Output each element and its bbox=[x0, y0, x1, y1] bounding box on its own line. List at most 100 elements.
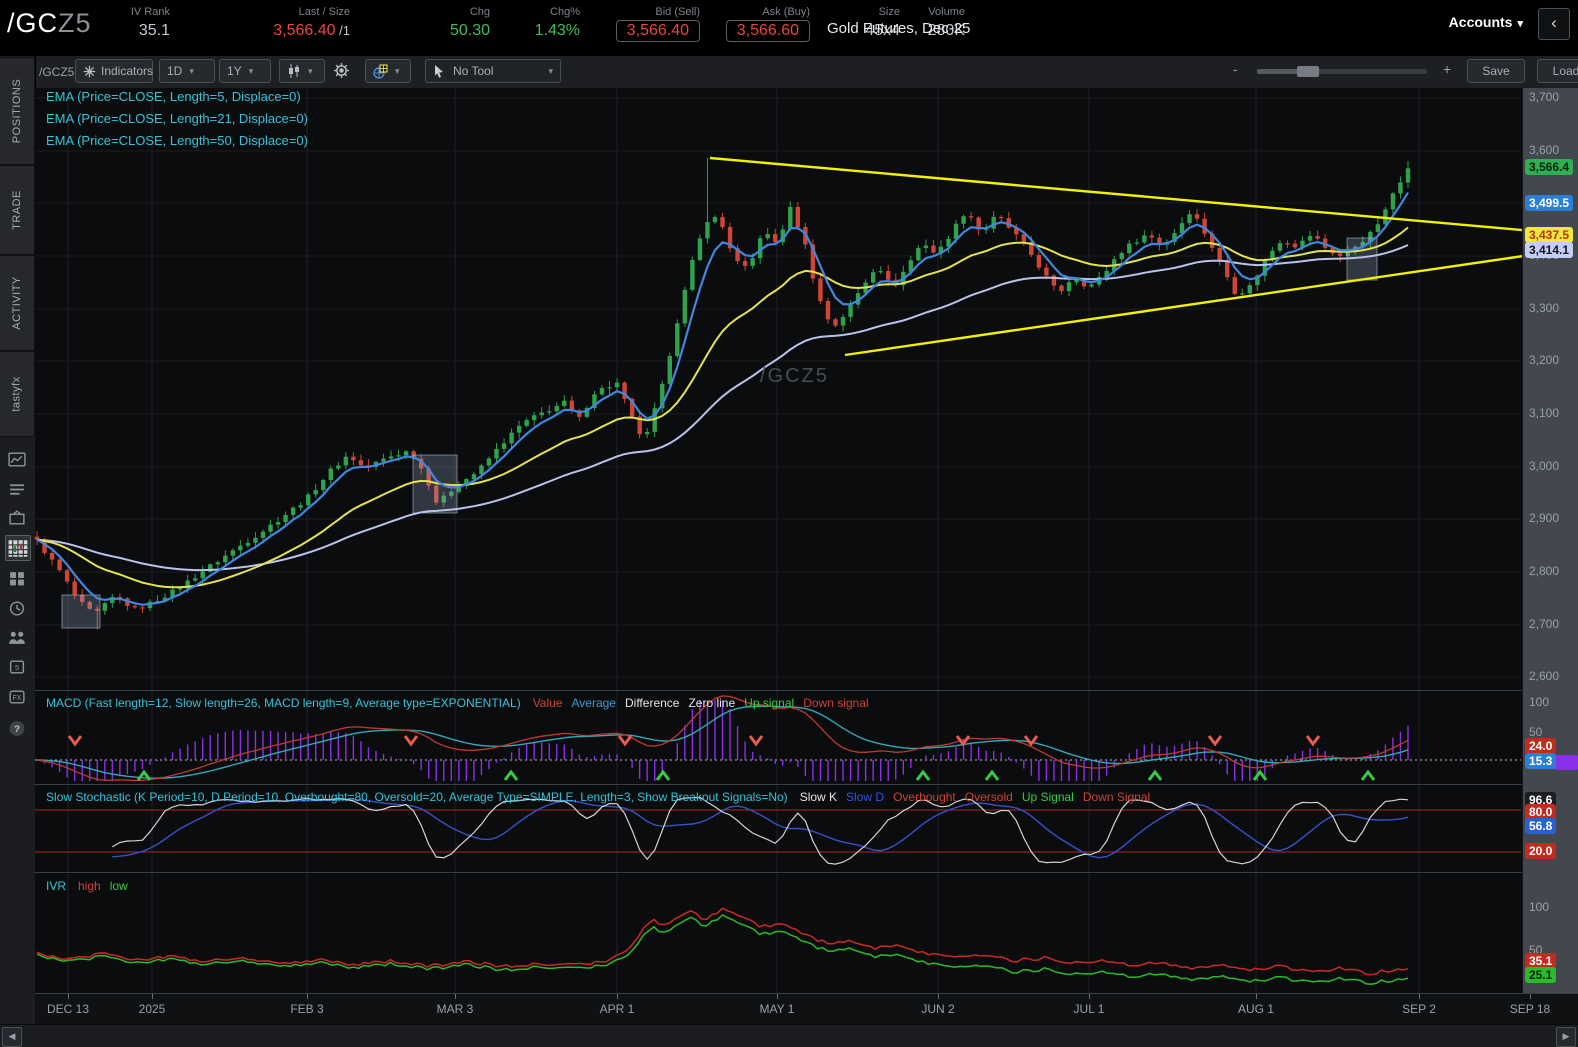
ema-5-line bbox=[36, 192, 1409, 606]
quote-field-ask-buy[interactable]: Ask (Buy) 3,566.60 bbox=[700, 0, 810, 56]
chart-type-dropdown[interactable]: ▾ bbox=[279, 59, 325, 83]
history-icon[interactable] bbox=[5, 596, 29, 620]
macd-up-signal-arrow bbox=[984, 769, 1000, 781]
macd-legend: MACD (Fast length=12, Slow length=26, MA… bbox=[46, 696, 878, 710]
sidebar-tab-positions[interactable]: POSITIONS bbox=[0, 57, 35, 165]
chart-icon[interactable] bbox=[5, 535, 31, 561]
field-label: Chg bbox=[469, 6, 490, 18]
accounts-menu[interactable]: Accounts ▾ bbox=[1448, 14, 1523, 30]
ivr-low-line bbox=[36, 914, 1409, 985]
zoom-slider-fill bbox=[1257, 69, 1303, 74]
price-tick: 2,600 bbox=[1529, 669, 1560, 683]
price-tick: 3,100 bbox=[1529, 406, 1560, 420]
stoch-legend-item: Oversold bbox=[964, 790, 1013, 804]
chevron-down-icon: ▾ bbox=[308, 65, 313, 76]
price-tick: 3,700 bbox=[1529, 90, 1560, 104]
time-tick bbox=[1419, 994, 1420, 999]
macd-up-signal-arrow bbox=[655, 769, 671, 781]
ivr-high-label: 35.1 bbox=[1525, 953, 1557, 969]
scroll-right-button[interactable]: ▶ bbox=[1556, 1027, 1576, 1047]
indicators-button[interactable]: Indicators bbox=[75, 59, 153, 83]
time-axis[interactable]: DEC 13 2025 FEB 3 MAR 3 APR 1 MAY 1 JUN 2 JUL 1… bbox=[35, 993, 1578, 1024]
macd-legend-item: Up signal bbox=[744, 696, 795, 710]
screener-icon[interactable] bbox=[5, 506, 29, 530]
scroll-left-button[interactable]: ◀ bbox=[2, 1027, 22, 1047]
study-label-ema21[interactable]: EMA (Price=CLOSE, Length=21, Displace=0) bbox=[46, 111, 308, 126]
forex-icon[interactable]: FX bbox=[5, 684, 29, 708]
drawing-tool-dropdown[interactable]: No Tool ▾ bbox=[425, 59, 561, 83]
stoch-legend-item: Overbought bbox=[893, 790, 956, 804]
time-label: SEP 18 bbox=[1509, 1002, 1551, 1016]
ivr-tick: 100 bbox=[1529, 900, 1550, 914]
time-tick bbox=[1089, 994, 1090, 999]
price-tick: 2,900 bbox=[1529, 511, 1560, 525]
sidebar-tab-activity[interactable]: ACTIVITY bbox=[0, 255, 35, 351]
collapse-panel-button[interactable]: ‹ bbox=[1538, 8, 1570, 40]
time-label: SEP 2 bbox=[1402, 1002, 1436, 1016]
sidebar-tab-trade[interactable]: TRADE bbox=[0, 165, 35, 255]
stoch-legend-item: Down Signal bbox=[1082, 790, 1151, 804]
layout-grid-dropdown[interactable]: ▾ bbox=[365, 59, 411, 83]
ivr-legend-item: high bbox=[78, 879, 101, 893]
stoch-legend-item: Up Signal bbox=[1021, 790, 1074, 804]
ivr-legend: IVR high low bbox=[46, 879, 137, 893]
price-tick: 3,300 bbox=[1529, 301, 1560, 315]
zoom-slider-handle[interactable] bbox=[1297, 66, 1319, 77]
load-button[interactable]: Load bbox=[1537, 59, 1578, 83]
quote-field-chg: Chg 50.30 bbox=[380, 0, 490, 56]
horizontal-scrollbar[interactable]: ◀ ▶ bbox=[0, 1024, 1578, 1047]
drawing-selection-box bbox=[61, 594, 101, 629]
time-label: APR 1 bbox=[599, 1002, 635, 1016]
timeframe-dropdown[interactable]: 1D ▾ bbox=[159, 59, 215, 83]
chart-settings-button[interactable] bbox=[333, 62, 350, 82]
left-sidebar: POSITIONS TRADE ACTIVITY tastyfx 5 FX? bbox=[0, 56, 36, 1047]
time-label: MAR 3 bbox=[436, 1002, 474, 1016]
chart-watermark: /GCZ5 bbox=[760, 365, 829, 387]
field-value: 280K bbox=[927, 22, 965, 39]
macd-down-signal-arrow bbox=[617, 735, 633, 747]
macd-legend-item: Average bbox=[571, 696, 616, 710]
macd-up-signal-arrow bbox=[1360, 769, 1376, 781]
macd-average-label: 15.3 bbox=[1525, 753, 1557, 769]
time-label: JUL 1 bbox=[1073, 1002, 1105, 1016]
price-tick: 2,800 bbox=[1529, 564, 1560, 578]
time-tick bbox=[617, 994, 618, 999]
macd-tick: 100 bbox=[1529, 695, 1550, 709]
gear-icon bbox=[333, 63, 350, 82]
price-axis[interactable]: 3,7003,6003,5003,4003,3003,2003,1003,000… bbox=[1522, 88, 1578, 993]
quote-field-volume: Volume 280K bbox=[855, 0, 965, 56]
time-label: JUN 2 bbox=[921, 1002, 955, 1016]
dashboard-icon[interactable] bbox=[5, 566, 29, 590]
field-label: Chg% bbox=[550, 6, 580, 18]
chevron-down-icon: ▾ bbox=[248, 65, 254, 76]
follow-traders-icon[interactable] bbox=[5, 625, 29, 649]
quote-header: /GCZ5 IV Rank 35.1 Last / Size 3,566.40 /1 C… bbox=[0, 0, 1578, 56]
field-label: Bid (Sell) bbox=[655, 6, 700, 18]
stoch-legend-item: Slow Stochastic (K Period=10, D Period=1… bbox=[46, 790, 788, 804]
study-label-ema50[interactable]: EMA (Price=CLOSE, Length=50, Displace=0) bbox=[46, 133, 308, 148]
sidebar-tab-tastyfx[interactable]: tastyfx bbox=[0, 351, 35, 437]
price-tick: 2,700 bbox=[1529, 617, 1560, 631]
analysis-window-icon[interactable] bbox=[5, 447, 29, 471]
price-tick: 3,000 bbox=[1529, 459, 1560, 473]
time-tick bbox=[68, 994, 69, 999]
time-tick bbox=[455, 994, 456, 999]
quote-field-size: Size 45x4 bbox=[790, 0, 900, 56]
ema50-label: 3,414.1 bbox=[1525, 242, 1574, 258]
help-icon[interactable]: ? bbox=[5, 716, 29, 740]
time-label: MAY 1 bbox=[759, 1002, 795, 1016]
field-value: 35.1 bbox=[138, 22, 170, 39]
time-tick bbox=[307, 994, 308, 999]
candlestick-icon bbox=[287, 64, 301, 78]
macd-average-line bbox=[36, 705, 1409, 779]
calendar-icon[interactable]: 5 bbox=[5, 654, 29, 678]
watchlist-icon[interactable] bbox=[5, 477, 29, 501]
range-dropdown[interactable]: 1Y ▾ bbox=[219, 59, 271, 83]
save-button[interactable]: Save bbox=[1467, 59, 1525, 83]
zoom-out-button[interactable]: - bbox=[1233, 61, 1238, 77]
quote-field-bid-sell[interactable]: Bid (Sell) 3,566.40 bbox=[590, 0, 700, 56]
zoom-in-button[interactable]: + bbox=[1443, 61, 1452, 77]
zoom-slider[interactable] bbox=[1257, 66, 1427, 77]
study-label-ema5[interactable]: EMA (Price=CLOSE, Length=5, Displace=0) bbox=[46, 89, 301, 104]
